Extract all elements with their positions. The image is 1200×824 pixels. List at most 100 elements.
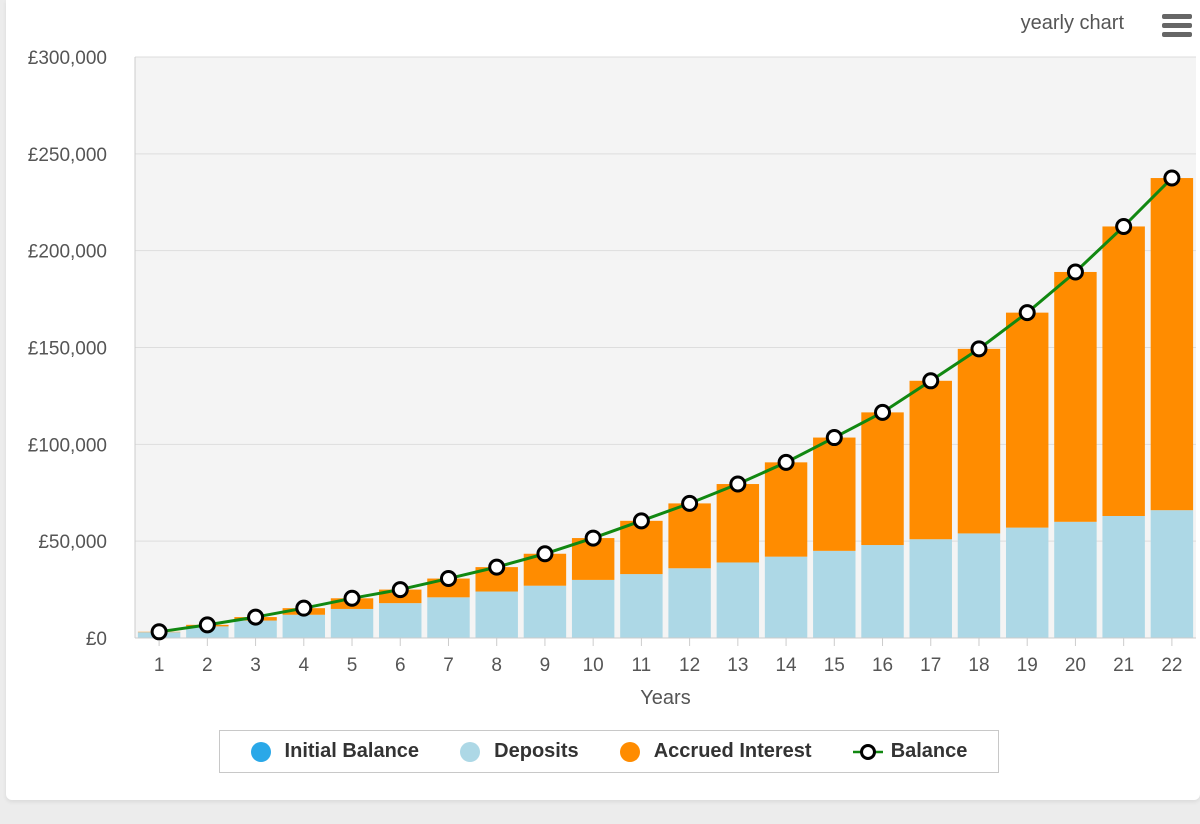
bar-deposits <box>1054 521 1097 638</box>
x-axis: 1 2 3 4 5 6 7 8 9 10 11 12 13 14 15 16 17 18 19 20 21 22 <box>135 637 1196 676</box>
bar-deposits <box>282 614 326 638</box>
balance-point <box>247 608 265 626</box>
y-tick-label: £150,000 <box>28 339 107 360</box>
y-axis: £0 £50,000 £100,000 £150,000 £200,000 £250,00… <box>28 48 107 650</box>
x-tick-label: 12 <box>679 655 700 676</box>
legend-marker-deposits <box>460 741 481 762</box>
bar-accrued-interest <box>764 462 808 557</box>
bar-deposits <box>1150 510 1194 638</box>
balance-point <box>777 453 795 471</box>
x-tick-label: 21 <box>1113 655 1134 676</box>
balance-point <box>391 581 409 599</box>
x-tick-label: 4 <box>299 655 310 676</box>
y-tick-label: £0 <box>86 629 107 650</box>
x-tick-label: 16 <box>872 655 893 676</box>
y-tick-label: £200,000 <box>28 242 107 263</box>
x-tick-label: 20 <box>1065 655 1086 676</box>
y-tick-label: £50,000 <box>38 532 107 553</box>
x-tick-label: 5 <box>347 655 358 676</box>
x-tick-label: 15 <box>824 655 845 676</box>
balance-point <box>584 529 602 547</box>
chart-title: yearly chart <box>1020 12 1124 34</box>
x-tick-label: 7 <box>443 655 454 676</box>
balance-line <box>150 169 1181 641</box>
balance-point <box>729 475 747 493</box>
x-tick-label: 13 <box>727 655 748 676</box>
x-tick-label: 10 <box>583 655 604 676</box>
balance-point <box>1018 304 1036 322</box>
x-tick-label: 9 <box>540 655 551 676</box>
y-tick-label: £300,000 <box>28 48 107 69</box>
legend-label: Balance <box>890 740 968 762</box>
legend-marker-initial <box>250 741 271 762</box>
balance-point <box>1163 169 1181 187</box>
bar-accrued-interest <box>668 503 711 569</box>
y-tick-label: £100,000 <box>28 435 107 456</box>
balance-series-line <box>158 176 1173 634</box>
balance-point <box>343 589 361 607</box>
balance-point <box>825 429 843 447</box>
bar-deposits <box>668 568 711 638</box>
bar-accrued-interest <box>1005 312 1049 528</box>
balance-point <box>198 616 216 634</box>
bar-deposits <box>1102 515 1145 638</box>
balance-point <box>150 623 168 641</box>
legend-item-initial-balance[interactable]: Initial Balance <box>250 740 420 763</box>
legend-label: Deposits <box>494 740 579 762</box>
x-tick-label: 2 <box>202 655 213 676</box>
bar-deposits <box>957 533 1001 638</box>
x-tick-label: 1 <box>154 655 165 676</box>
balance-point <box>681 494 699 512</box>
bar-accrued-interest <box>813 437 856 551</box>
bar-accrued-interest <box>427 578 470 598</box>
bar-deposits <box>379 603 422 638</box>
bar-deposits <box>571 579 615 638</box>
x-tick-label: 22 <box>1161 655 1182 676</box>
legend-item-balance[interactable]: Balance <box>852 740 968 763</box>
bar-deposits <box>523 585 567 638</box>
bar-accrued-interest <box>861 412 904 546</box>
legend: Initial Balance Deposits Accrued Interes… <box>219 730 999 773</box>
bar-deposits <box>813 550 856 638</box>
balance-point <box>488 558 506 576</box>
x-tick-label: 3 <box>250 655 261 676</box>
balance-point <box>632 512 650 530</box>
bar-accrued-interest <box>909 380 952 540</box>
balance-point <box>874 403 892 421</box>
bar-deposits <box>620 574 663 638</box>
bar-deposits <box>330 608 374 638</box>
legend-item-deposits[interactable]: Deposits <box>460 740 579 763</box>
bar-accrued-interest <box>1102 226 1145 516</box>
x-tick-label: 19 <box>1017 655 1038 676</box>
legend-marker-interest <box>619 741 640 762</box>
x-tick-label: 11 <box>632 655 652 676</box>
bar-deposits <box>1005 527 1049 638</box>
y-tick-label: £250,000 <box>28 145 107 166</box>
balance-point <box>1115 217 1133 235</box>
bar-accrued-interest <box>957 348 1001 534</box>
bars <box>137 178 1194 638</box>
bar-deposits <box>427 597 470 638</box>
bar-accrued-interest <box>1054 271 1097 522</box>
bar-deposits <box>909 539 952 638</box>
bar-accrued-interest <box>716 484 760 563</box>
bar-deposits <box>475 591 518 638</box>
x-tick-label: 6 <box>395 655 406 676</box>
legend-label: Accrued Interest <box>653 740 812 762</box>
balance-point <box>439 570 457 588</box>
balance-point <box>970 340 988 358</box>
balance-point <box>536 545 554 563</box>
bar-accrued-interest <box>1150 178 1194 511</box>
legend-item-accrued-interest[interactable]: Accrued Interest <box>619 740 812 763</box>
bar-deposits <box>716 562 760 638</box>
bar-deposits <box>234 620 277 638</box>
x-tick-label: 8 <box>491 655 502 676</box>
balance-point <box>1066 263 1084 281</box>
bar-deposits <box>764 556 808 638</box>
balance-point <box>295 599 313 617</box>
x-tick-label: 18 <box>968 655 989 676</box>
x-tick-label: 14 <box>775 655 797 676</box>
legend-label: Initial Balance <box>284 740 420 762</box>
hamburger-menu-icon[interactable] <box>1160 12 1194 40</box>
balance-point <box>922 372 940 390</box>
